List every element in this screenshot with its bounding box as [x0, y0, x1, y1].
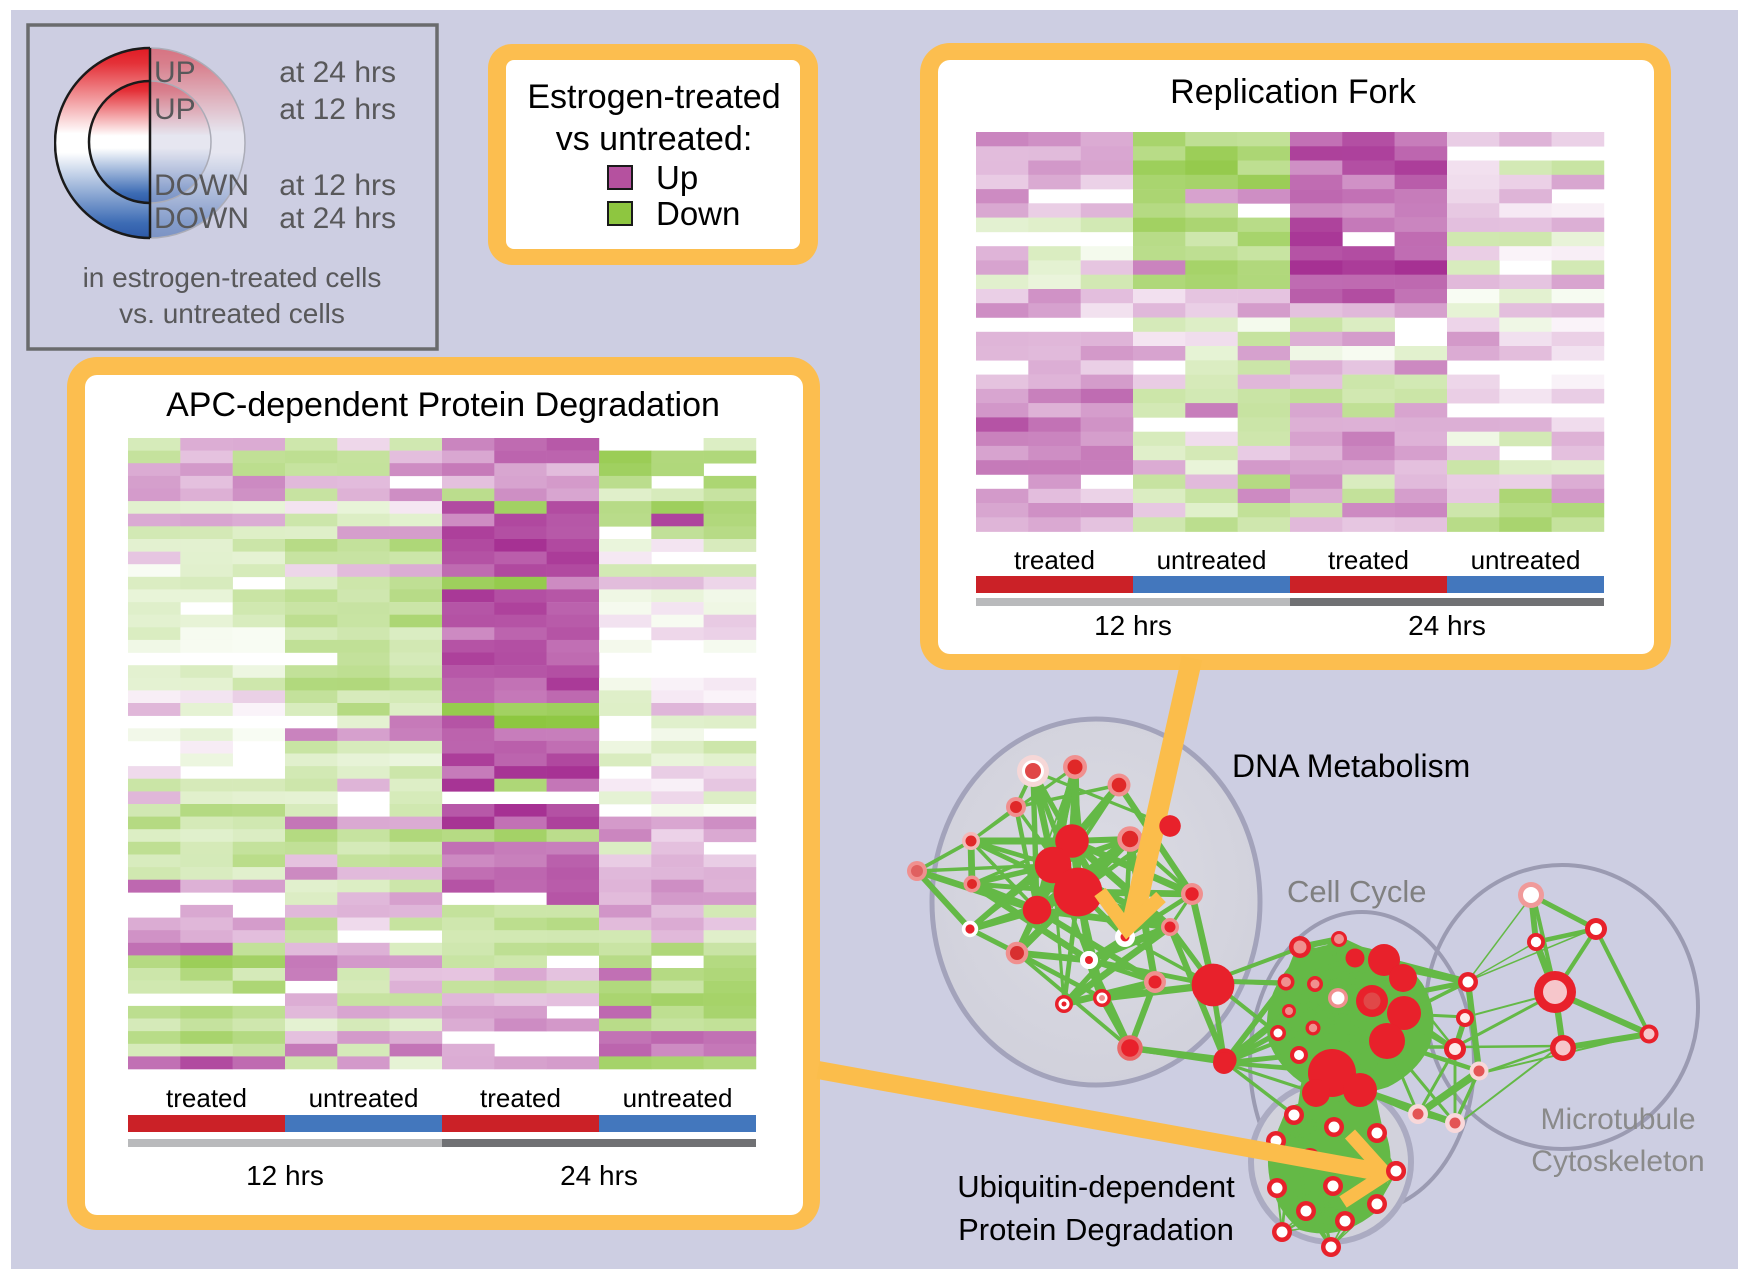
svg-text:DOWN: DOWN [154, 169, 249, 202]
svg-text:Down: Down [656, 195, 740, 232]
svg-text:Microtubule: Microtubule [1540, 1103, 1695, 1136]
svg-text:at 24 hrs: at 24 hrs [279, 202, 396, 235]
svg-text:treated: treated [1328, 545, 1409, 575]
svg-text:Cytoskeleton: Cytoskeleton [1531, 1145, 1704, 1178]
svg-text:UP: UP [154, 93, 196, 126]
svg-text:untreated: untreated [1157, 545, 1267, 575]
svg-text:24 hrs: 24 hrs [1408, 610, 1486, 641]
svg-text:in estrogen-treated cells: in estrogen-treated cells [83, 262, 382, 293]
svg-text:Replication Fork: Replication Fork [1170, 73, 1417, 111]
svg-text:untreated: untreated [623, 1083, 733, 1113]
svg-text:Protein Degradation: Protein Degradation [958, 1212, 1234, 1247]
svg-text:APC-dependent Protein Degradat: APC-dependent Protein Degradation [166, 386, 720, 424]
svg-text:treated: treated [1014, 545, 1095, 575]
svg-text:24 hrs: 24 hrs [560, 1160, 638, 1191]
svg-text:at 12 hrs: at 12 hrs [279, 169, 396, 202]
svg-text:Estrogen-treated: Estrogen-treated [527, 78, 780, 116]
svg-text:at 12 hrs: at 12 hrs [279, 93, 396, 126]
svg-text:vs. untreated cells: vs. untreated cells [119, 298, 345, 329]
svg-text:Up: Up [656, 159, 698, 196]
svg-text:12 hrs: 12 hrs [246, 1160, 324, 1191]
svg-text:at 24 hrs: at 24 hrs [279, 56, 396, 89]
svg-text:12 hrs: 12 hrs [1094, 610, 1172, 641]
svg-text:untreated: untreated [309, 1083, 419, 1113]
svg-text:vs untreated:: vs untreated: [556, 120, 753, 158]
svg-text:treated: treated [480, 1083, 561, 1113]
svg-text:UP: UP [154, 56, 196, 89]
svg-text:untreated: untreated [1471, 545, 1581, 575]
svg-text:treated: treated [166, 1083, 247, 1113]
svg-text:Ubiquitin-dependent: Ubiquitin-dependent [957, 1169, 1235, 1204]
svg-text:Cell Cycle: Cell Cycle [1287, 874, 1427, 909]
svg-text:DNA Metabolism: DNA Metabolism [1232, 748, 1470, 784]
svg-text:DOWN: DOWN [154, 202, 249, 235]
